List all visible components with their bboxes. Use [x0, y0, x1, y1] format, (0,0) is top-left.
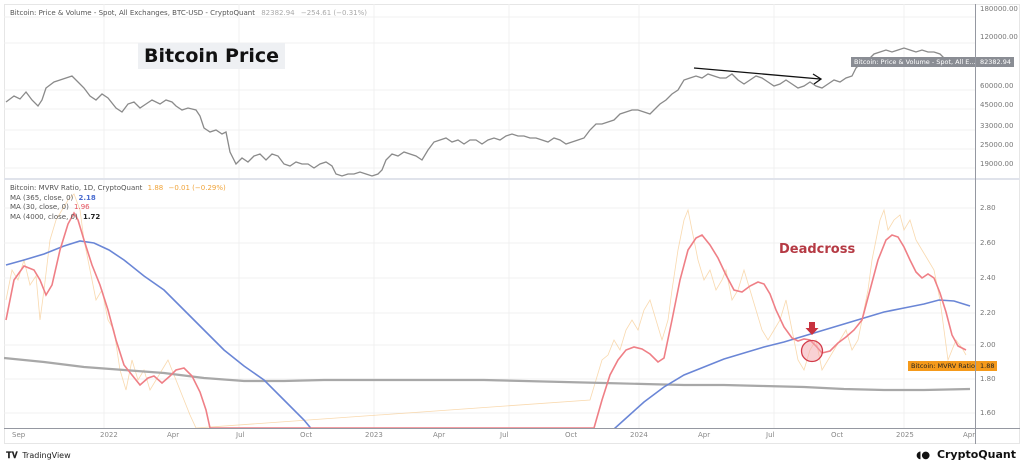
x-tick: Apr — [698, 431, 711, 439]
price-y-tick: 180000.00 — [980, 5, 1018, 13]
ma365-value: 2.18 — [78, 193, 96, 202]
ma30-label: MA (30, close, 0) — [10, 203, 69, 211]
cryptoquant-logo: ◖● CryptoQuant — [916, 448, 1016, 461]
tradingview-label: TradingView — [22, 451, 71, 460]
pane-separator[interactable] — [4, 178, 1020, 180]
mvrv-legend-title: Bitcoin: MVRV Ratio, 1D, CryptoQuant — [10, 184, 143, 192]
x-tick: Jul — [766, 431, 775, 439]
x-tick: Jul — [236, 431, 245, 439]
mvrv-y-tick: 2.00 — [980, 341, 996, 349]
mvrv-y-tick: 2.40 — [980, 274, 996, 282]
x-tick: 2025 — [896, 431, 914, 439]
x-tick: 2022 — [100, 431, 118, 439]
price-y-tick: 33000.00 — [980, 122, 1014, 130]
bitcoin-price-annotation: Bitcoin Price — [138, 43, 286, 69]
ma4000-value: 1.72 — [82, 212, 101, 221]
mvrv-legend-change: −0.01 (−0.29%) — [168, 184, 226, 192]
price-value-tag: 82382.94 — [977, 57, 1015, 67]
mvrv-series-tag: Bitcoin: MVRV Ratio — [908, 361, 978, 371]
tradingview-logo[interactable]: 𝐓𝐕 TradingView — [6, 451, 71, 461]
mvrv-chart — [4, 180, 975, 428]
price-legend: Bitcoin: Price & Volume - Spot, All Exch… — [10, 9, 367, 19]
mvrv-y-tick: 1.80 — [980, 375, 996, 383]
x-tick: Apr — [433, 431, 446, 439]
deadcross-annotation: Deadcross — [779, 242, 856, 257]
cryptoquant-icon: ◖● — [916, 450, 931, 461]
price-axis-border[interactable] — [975, 4, 976, 444]
ma365-label: MA (365, close, 0) — [10, 193, 74, 202]
mvrv-legend: Bitcoin: MVRV Ratio, 1D, CryptoQuant 1.8… — [10, 184, 226, 222]
price-legend-last: 82382.94 — [261, 9, 295, 17]
price-legend-title: Bitcoin: Price & Volume - Spot, All Exch… — [10, 9, 255, 17]
x-tick: Oct — [831, 431, 844, 439]
x-tick: Jul — [500, 431, 509, 439]
x-tick: Sep — [12, 431, 26, 439]
cryptoquant-label: CryptoQuant — [936, 448, 1016, 461]
x-tick: Apr — [963, 431, 976, 439]
tradingview-icon: 𝐓𝐕 — [6, 451, 18, 461]
price-legend-change: −254.61 (−0.31%) — [300, 9, 367, 17]
mvrv-value-tag: 1.88 — [977, 361, 998, 371]
price-pane[interactable] — [4, 4, 975, 178]
mvrv-y-tick: 1.60 — [980, 409, 996, 417]
x-tick: 2023 — [365, 431, 383, 439]
mvrv-y-tick: 2.60 — [980, 239, 996, 247]
x-tick: Oct — [300, 431, 313, 439]
x-tick: 2024 — [630, 431, 648, 439]
x-tick: Apr — [167, 431, 180, 439]
mvrv-y-tick: 2.80 — [980, 204, 996, 212]
mvrv-y-tick: 2.20 — [980, 309, 996, 317]
price-y-tick: 19000.00 — [980, 160, 1014, 168]
mvrv-legend-last: 1.88 — [147, 184, 164, 192]
time-axis-border[interactable] — [4, 428, 1020, 429]
price-chart — [4, 4, 975, 178]
price-series-tag: Bitcoin: Price & Volume - Spot, All E... — [851, 57, 979, 67]
ma4000-label: MA (4000, close, 0) — [10, 212, 78, 221]
x-tick: Oct — [565, 431, 578, 439]
price-y-tick: 25000.00 — [980, 141, 1014, 149]
price-y-tick: 60000.00 — [980, 82, 1014, 90]
price-y-tick: 45000.00 — [980, 101, 1014, 109]
price-y-tick: 120000.00 — [980, 33, 1018, 41]
chart-frame — [4, 4, 1020, 444]
mvrv-pane[interactable] — [4, 180, 975, 428]
ma30-value: 1.96 — [74, 203, 90, 211]
